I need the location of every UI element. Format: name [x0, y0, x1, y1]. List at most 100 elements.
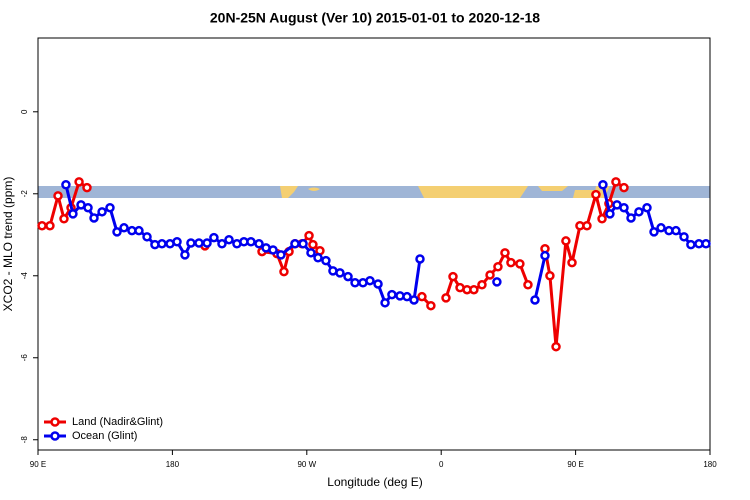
data-point	[701, 239, 711, 249]
data-point	[119, 223, 129, 233]
x-axis-label: Longitude (deg E)	[327, 475, 422, 489]
data-point	[321, 255, 331, 266]
y-tick-label: 0	[20, 109, 29, 114]
y-tick-label: -8	[20, 436, 29, 444]
data-point	[656, 223, 666, 233]
data-point	[308, 239, 318, 250]
data-point	[540, 250, 550, 261]
data-point	[276, 250, 286, 260]
data-point	[89, 213, 99, 223]
data-point	[597, 214, 607, 224]
data-point	[82, 182, 92, 193]
data-point	[671, 225, 681, 236]
data-point	[74, 177, 84, 187]
data-point	[448, 271, 458, 282]
data-point	[530, 295, 540, 305]
data-point	[306, 248, 316, 258]
data-point	[426, 300, 436, 311]
data-point	[551, 341, 561, 352]
data-point	[500, 248, 510, 258]
data-point	[515, 259, 525, 269]
data-point	[53, 191, 63, 201]
map-strip	[38, 186, 710, 198]
legend-marker	[50, 417, 60, 427]
x-tick-label: 90 W	[297, 460, 316, 469]
data-point	[441, 293, 451, 303]
data-point	[343, 271, 353, 282]
data-point	[268, 245, 278, 255]
x-tick-label: 180	[166, 460, 180, 469]
data-point	[373, 279, 383, 289]
data-point	[157, 239, 167, 249]
data-point	[246, 236, 256, 247]
data-point	[686, 239, 696, 250]
data-point	[545, 271, 555, 281]
data-point	[97, 207, 107, 217]
data-point	[387, 289, 397, 300]
data-point	[313, 252, 323, 263]
data-point	[626, 213, 636, 223]
data-point	[224, 234, 234, 245]
y-axis-label: XCO2 - MLO trend (ppm)	[1, 177, 15, 312]
data-point	[409, 295, 419, 305]
data-point	[477, 280, 487, 290]
data-point	[194, 238, 204, 248]
data-point	[254, 239, 264, 249]
series-line	[42, 180, 625, 349]
data-point	[217, 239, 227, 249]
data-point	[611, 177, 621, 187]
data-point	[417, 291, 427, 302]
data-point	[493, 262, 503, 272]
chart-title: 20N-25N August (Ver 10) 2015-01-01 to 20…	[210, 10, 540, 26]
data-point	[591, 189, 601, 200]
x-tick-label: 0	[439, 460, 444, 469]
data-point	[649, 227, 659, 237]
data-point	[634, 207, 644, 217]
x-tick-label: 90 E	[567, 460, 583, 469]
data-point	[83, 202, 93, 213]
data-point	[485, 270, 495, 280]
y-tick-label: -6	[20, 354, 29, 362]
data-point	[365, 275, 375, 286]
data-point	[37, 221, 47, 231]
data-point	[209, 232, 219, 243]
data-point	[523, 280, 533, 290]
data-point	[567, 257, 577, 268]
x-tick-label: 180	[703, 460, 717, 469]
data-point	[298, 239, 308, 249]
data-point	[142, 232, 152, 242]
data-point	[402, 291, 412, 302]
data-point	[582, 221, 592, 231]
data-point	[134, 225, 144, 236]
data-point	[605, 209, 615, 219]
legend-marker	[50, 431, 60, 441]
plot-frame	[37, 37, 711, 451]
data-point	[172, 236, 182, 247]
data-point	[186, 238, 196, 248]
data-point	[335, 268, 345, 278]
data-point	[679, 232, 689, 242]
data-point	[68, 209, 78, 219]
data-point	[469, 284, 479, 295]
data-point	[506, 257, 516, 268]
data-point	[45, 221, 55, 231]
data-point	[619, 202, 629, 213]
data-point	[415, 254, 425, 264]
x-tick-label: 90 E	[30, 460, 46, 469]
data-point	[561, 236, 571, 246]
data-point	[105, 202, 115, 213]
data-point	[279, 266, 289, 277]
data-point	[61, 180, 71, 190]
data-point	[59, 214, 69, 224]
data-point	[619, 182, 629, 193]
data-point	[290, 239, 300, 249]
data-point	[202, 238, 212, 248]
y-tick-label: -4	[20, 272, 29, 280]
data-point	[380, 298, 390, 308]
data-point	[492, 277, 502, 287]
legend-label: Ocean (Glint)	[72, 430, 137, 442]
data-point	[350, 277, 360, 288]
data-point	[112, 227, 122, 237]
y-tick-label: -2	[20, 190, 29, 198]
